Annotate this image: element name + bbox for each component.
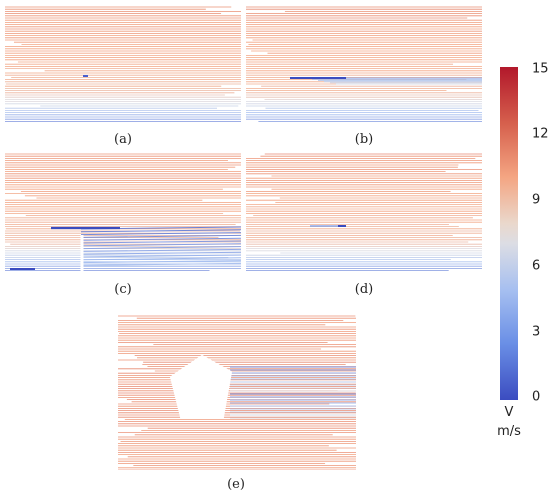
caption-d: (d) [354,282,374,297]
wake-streamline [80,240,241,244]
wake-streamline [80,243,241,247]
streamline-panel-a [5,6,241,122]
streamline-panel-d [246,153,482,271]
colorbar-tick-6: 6 [532,258,541,274]
wake-streamline [80,262,241,266]
colorbar-tick-12: 12 [532,126,549,142]
pentagon-obstacle [169,354,233,418]
wake-streamline [80,260,241,264]
colorbar-tick-15: 15 [532,61,549,77]
wake-streamline [80,237,241,241]
wake-streamline [80,232,241,236]
caption-e: (e) [227,477,245,492]
caption-b: (b) [354,132,374,147]
wake-streamline [80,234,241,238]
wake-streamline [80,251,241,255]
streamline-panel-c [5,153,241,271]
streamline-panel-b [246,6,482,122]
wake-streamline [80,229,241,233]
streamline-plot-c [5,153,241,271]
streamline-plot-b [246,6,482,122]
streamline-plot-a [5,6,241,122]
wake-streamline [80,248,241,252]
colorbar-tick-9: 9 [532,192,541,208]
streamline-plot-e [118,315,356,470]
caption-a: (a) [114,132,132,147]
colorbar-unit-label: m/s [497,424,521,439]
colorbar-quantity-label: V [504,405,514,420]
colorbar-tick-3: 3 [532,324,541,340]
wake-streamline [80,246,241,250]
velocity-colorbar [500,67,518,400]
wake-streamline [80,254,241,258]
colorbar-tick-0: 0 [532,389,541,405]
streamline-plot-d [246,153,482,271]
caption-c: (c) [114,282,132,297]
wake-streamline [80,257,241,261]
streamline-panel-e [118,315,356,470]
